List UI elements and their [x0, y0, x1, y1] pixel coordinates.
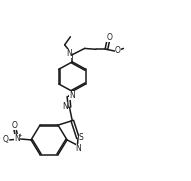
Text: O: O — [2, 135, 8, 144]
Text: N: N — [62, 102, 68, 111]
Text: S: S — [79, 133, 84, 142]
Text: O: O — [12, 121, 18, 130]
Text: O: O — [106, 33, 112, 42]
Text: N: N — [67, 49, 73, 58]
Text: N: N — [76, 144, 81, 153]
Text: +: + — [17, 133, 22, 138]
Text: O: O — [115, 46, 121, 55]
Text: N: N — [14, 134, 20, 143]
Text: -: - — [6, 140, 9, 146]
Text: N: N — [69, 91, 75, 100]
